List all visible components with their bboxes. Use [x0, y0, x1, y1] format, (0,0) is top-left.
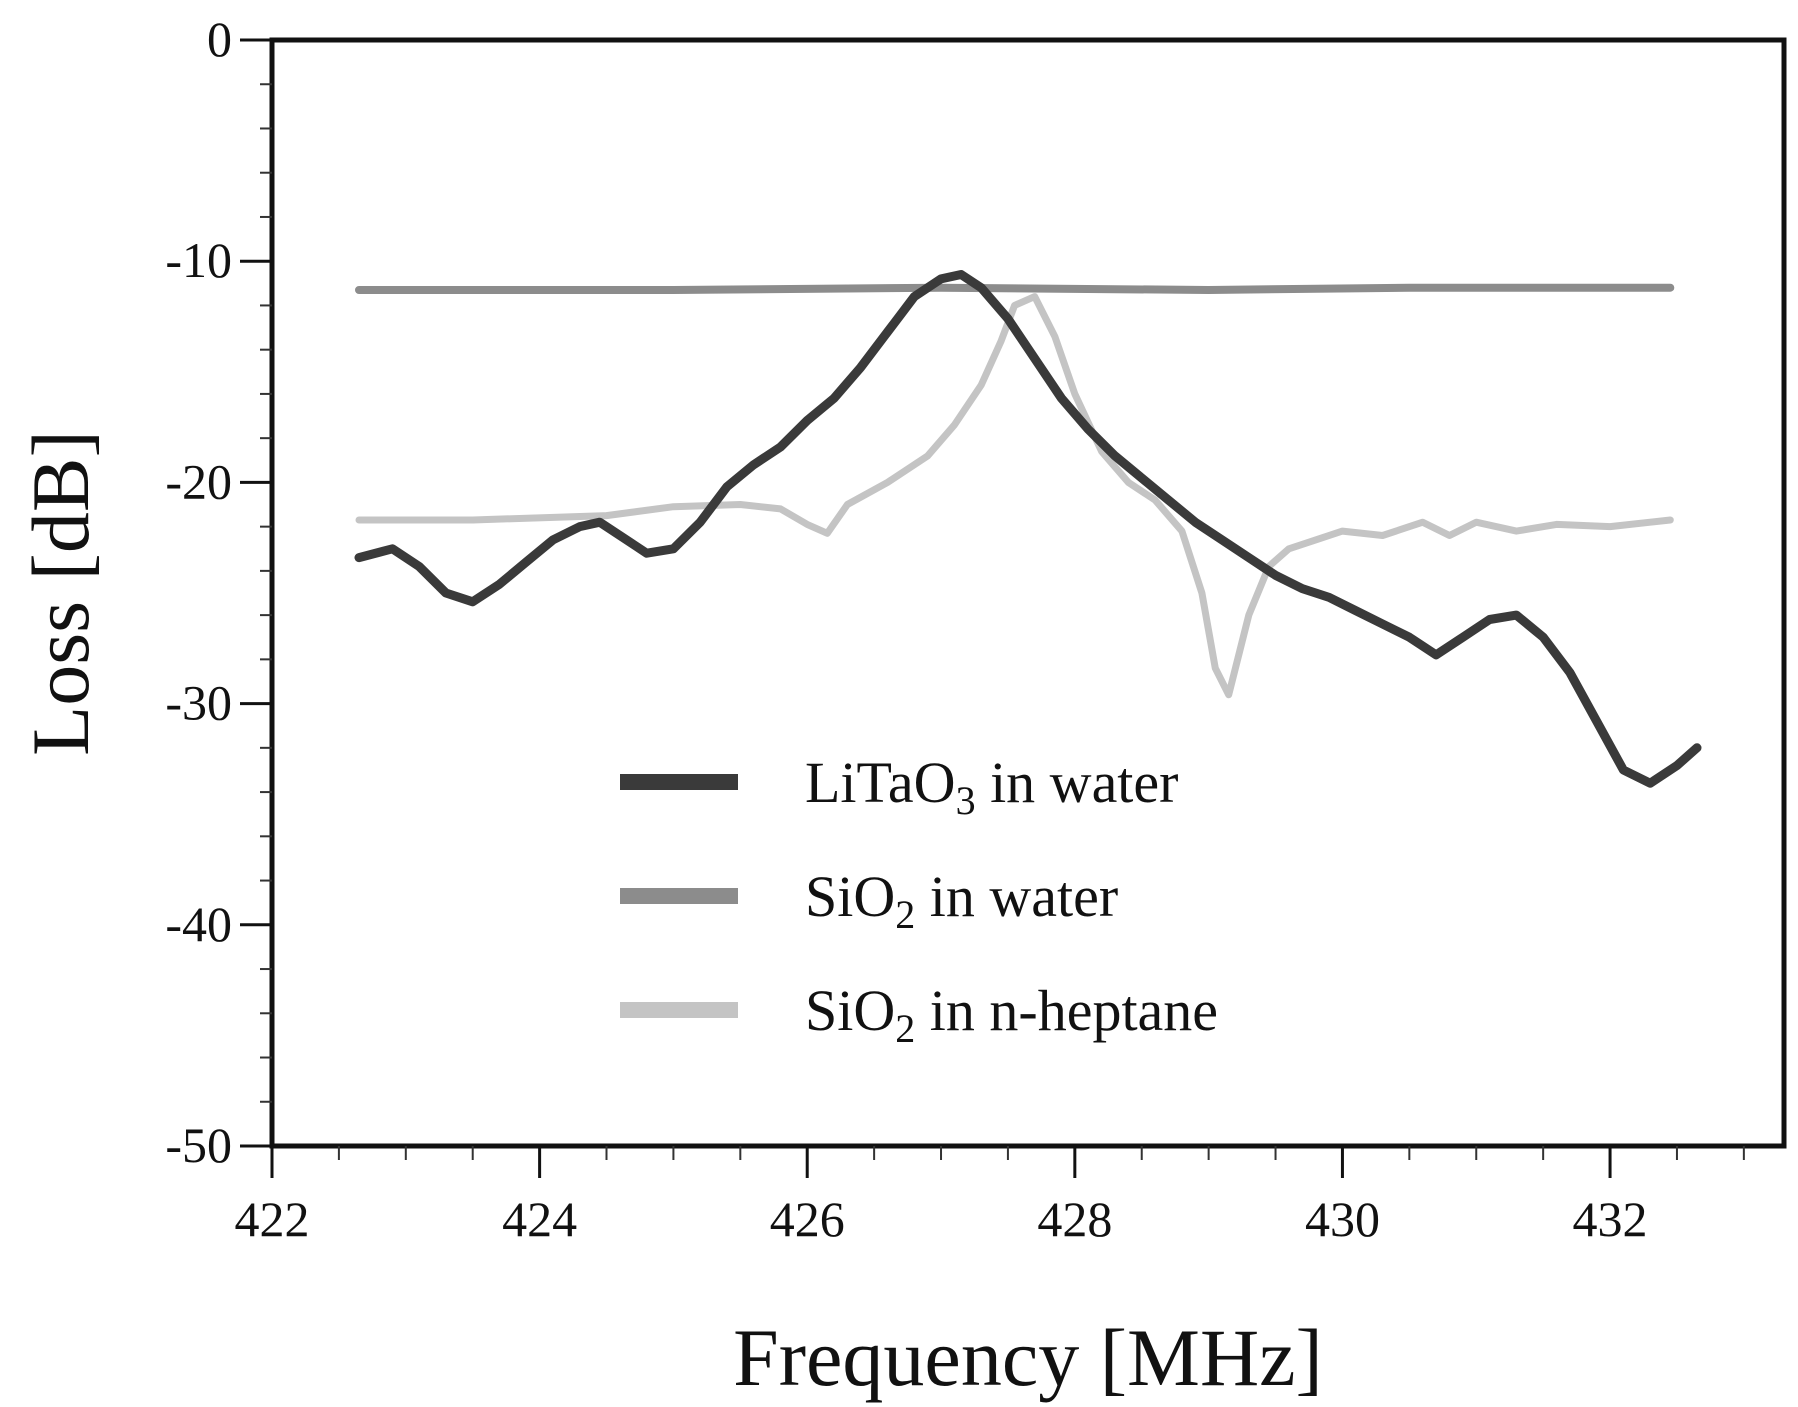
series-line-0	[354, 270, 1702, 788]
y-tick-label: -30	[165, 675, 232, 731]
y-tick-label: -20	[165, 453, 232, 509]
y-axis-title: Loss [dB]	[15, 430, 106, 756]
series-line-2	[355, 293, 1674, 699]
series-layer	[354, 270, 1702, 788]
legend: LiTaO3 in water SiO2 in water SiO2 in n-he…	[620, 750, 1218, 1051]
y-tick-label: -40	[165, 896, 232, 952]
y-axis: 0 -10 -20 -30 -40 -50	[165, 11, 272, 1173]
x-axis-title: Frequency [MHz]	[733, 1312, 1323, 1403]
y-tick-label: 0	[207, 11, 232, 67]
legend-label-2: SiO2 in n-heptane	[805, 978, 1218, 1051]
y-tick-label: -50	[165, 1117, 232, 1173]
y-tick-label: -10	[165, 232, 232, 288]
x-tick-label: 430	[1305, 1191, 1380, 1247]
series-line-1	[355, 283, 1675, 294]
legend-label-0: LiTaO3 in water	[805, 750, 1178, 823]
x-tick-label: 428	[1037, 1191, 1112, 1247]
legend-label-1: SiO2 in water	[805, 864, 1118, 937]
plot-area-frame	[269, 37, 1787, 1149]
x-tick-label: 432	[1573, 1191, 1648, 1247]
x-tick-label: 426	[770, 1191, 845, 1247]
x-tick-label: 422	[235, 1191, 310, 1247]
x-axis: 422 424 426 428 430 432	[235, 1146, 1745, 1247]
x-tick-label: 424	[502, 1191, 577, 1247]
